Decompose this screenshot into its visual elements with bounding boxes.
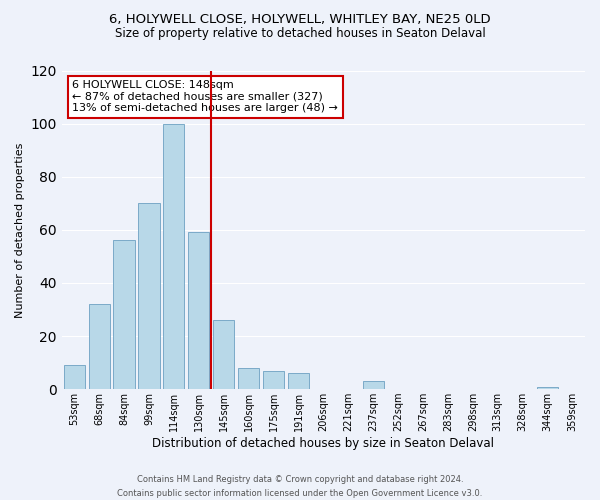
Bar (288, 373, 309, 389)
Bar (64, 366, 85, 389)
Bar (163, 124, 184, 389)
Bar (89, 304, 110, 389)
Bar (537, 386, 558, 389)
Bar (238, 368, 259, 389)
Text: 6 HOLYWELL CLOSE: 148sqm
← 87% of detached houses are smaller (327)
13% of semi-: 6 HOLYWELL CLOSE: 148sqm ← 87% of detach… (72, 80, 338, 114)
Bar (113, 240, 134, 389)
Bar (139, 204, 160, 389)
X-axis label: Distribution of detached houses by size in Seaton Delaval: Distribution of detached houses by size … (152, 437, 494, 450)
Bar (362, 381, 384, 389)
Bar (263, 370, 284, 389)
Text: Size of property relative to detached houses in Seaton Delaval: Size of property relative to detached ho… (115, 28, 485, 40)
Y-axis label: Number of detached properties: Number of detached properties (15, 142, 25, 318)
Text: Contains HM Land Registry data © Crown copyright and database right 2024.
Contai: Contains HM Land Registry data © Crown c… (118, 476, 482, 498)
Bar (188, 232, 209, 389)
Text: 6, HOLYWELL CLOSE, HOLYWELL, WHITLEY BAY, NE25 0LD: 6, HOLYWELL CLOSE, HOLYWELL, WHITLEY BAY… (109, 12, 491, 26)
Bar (213, 320, 235, 389)
